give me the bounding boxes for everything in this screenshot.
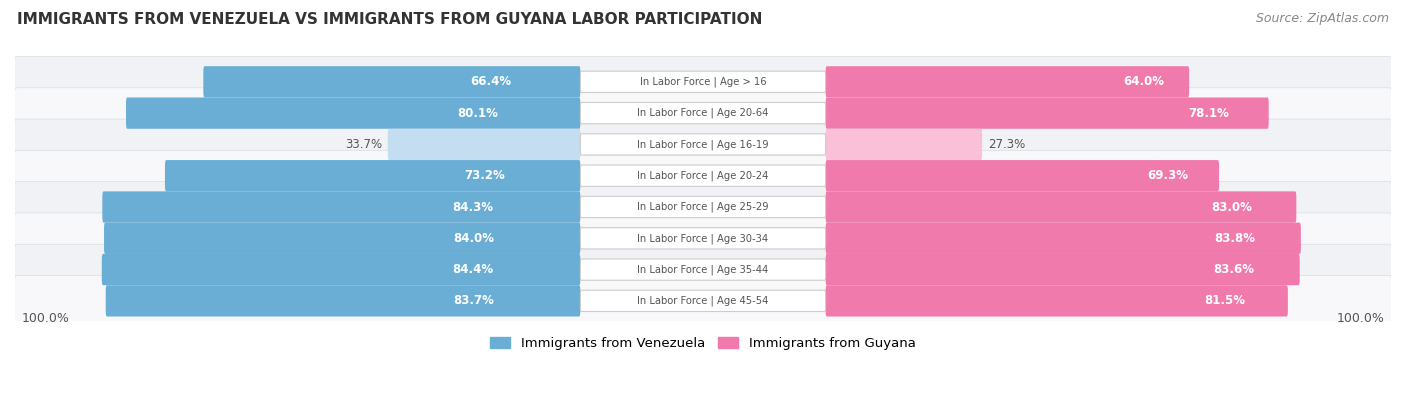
FancyBboxPatch shape [581, 196, 825, 218]
Text: 80.1%: 80.1% [457, 107, 498, 120]
FancyBboxPatch shape [103, 191, 581, 223]
Text: 100.0%: 100.0% [1336, 312, 1384, 325]
FancyBboxPatch shape [581, 290, 825, 312]
Text: In Labor Force | Age 20-64: In Labor Force | Age 20-64 [637, 108, 769, 118]
FancyBboxPatch shape [388, 129, 581, 160]
Text: 73.2%: 73.2% [464, 169, 505, 182]
Text: In Labor Force | Age 16-19: In Labor Force | Age 16-19 [637, 139, 769, 150]
Text: 84.3%: 84.3% [453, 201, 494, 214]
FancyBboxPatch shape [825, 285, 1288, 316]
Text: 69.3%: 69.3% [1147, 169, 1188, 182]
Text: In Labor Force | Age 45-54: In Labor Force | Age 45-54 [637, 295, 769, 306]
FancyBboxPatch shape [581, 102, 825, 124]
Text: 81.5%: 81.5% [1204, 294, 1244, 307]
Text: In Labor Force | Age 35-44: In Labor Force | Age 35-44 [637, 264, 769, 275]
Text: In Labor Force | Age 25-29: In Labor Force | Age 25-29 [637, 202, 769, 212]
FancyBboxPatch shape [101, 254, 581, 285]
FancyBboxPatch shape [581, 228, 825, 249]
FancyBboxPatch shape [165, 160, 581, 191]
FancyBboxPatch shape [581, 71, 825, 92]
FancyBboxPatch shape [581, 134, 825, 155]
Legend: Immigrants from Venezuela, Immigrants from Guyana: Immigrants from Venezuela, Immigrants fr… [485, 331, 921, 355]
FancyBboxPatch shape [14, 150, 1392, 201]
Text: 83.7%: 83.7% [453, 294, 494, 307]
Text: 64.0%: 64.0% [1123, 75, 1164, 88]
FancyBboxPatch shape [825, 98, 1268, 129]
Text: IMMIGRANTS FROM VENEZUELA VS IMMIGRANTS FROM GUYANA LABOR PARTICIPATION: IMMIGRANTS FROM VENEZUELA VS IMMIGRANTS … [17, 12, 762, 27]
Text: In Labor Force | Age > 16: In Labor Force | Age > 16 [640, 77, 766, 87]
FancyBboxPatch shape [105, 285, 581, 316]
Text: 83.8%: 83.8% [1215, 232, 1256, 245]
FancyBboxPatch shape [825, 129, 983, 160]
FancyBboxPatch shape [581, 165, 825, 186]
Text: 84.0%: 84.0% [453, 232, 494, 245]
FancyBboxPatch shape [825, 223, 1301, 254]
Text: 84.4%: 84.4% [453, 263, 494, 276]
FancyBboxPatch shape [127, 98, 581, 129]
FancyBboxPatch shape [581, 259, 825, 280]
FancyBboxPatch shape [14, 56, 1392, 107]
FancyBboxPatch shape [14, 213, 1392, 263]
FancyBboxPatch shape [825, 160, 1219, 191]
FancyBboxPatch shape [14, 276, 1392, 326]
Text: Source: ZipAtlas.com: Source: ZipAtlas.com [1256, 12, 1389, 25]
FancyBboxPatch shape [14, 244, 1392, 295]
FancyBboxPatch shape [104, 223, 581, 254]
Text: 83.0%: 83.0% [1211, 201, 1251, 214]
FancyBboxPatch shape [825, 254, 1299, 285]
Text: In Labor Force | Age 20-24: In Labor Force | Age 20-24 [637, 171, 769, 181]
Text: 66.4%: 66.4% [471, 75, 512, 88]
Text: 78.1%: 78.1% [1188, 107, 1229, 120]
FancyBboxPatch shape [14, 88, 1392, 139]
Text: 100.0%: 100.0% [22, 312, 70, 325]
FancyBboxPatch shape [825, 66, 1189, 98]
FancyBboxPatch shape [14, 119, 1392, 170]
FancyBboxPatch shape [204, 66, 581, 98]
Text: 33.7%: 33.7% [344, 138, 382, 151]
Text: 83.6%: 83.6% [1213, 263, 1254, 276]
Text: In Labor Force | Age 30-34: In Labor Force | Age 30-34 [637, 233, 769, 244]
FancyBboxPatch shape [825, 191, 1296, 223]
Text: 27.3%: 27.3% [988, 138, 1025, 151]
FancyBboxPatch shape [14, 182, 1392, 232]
